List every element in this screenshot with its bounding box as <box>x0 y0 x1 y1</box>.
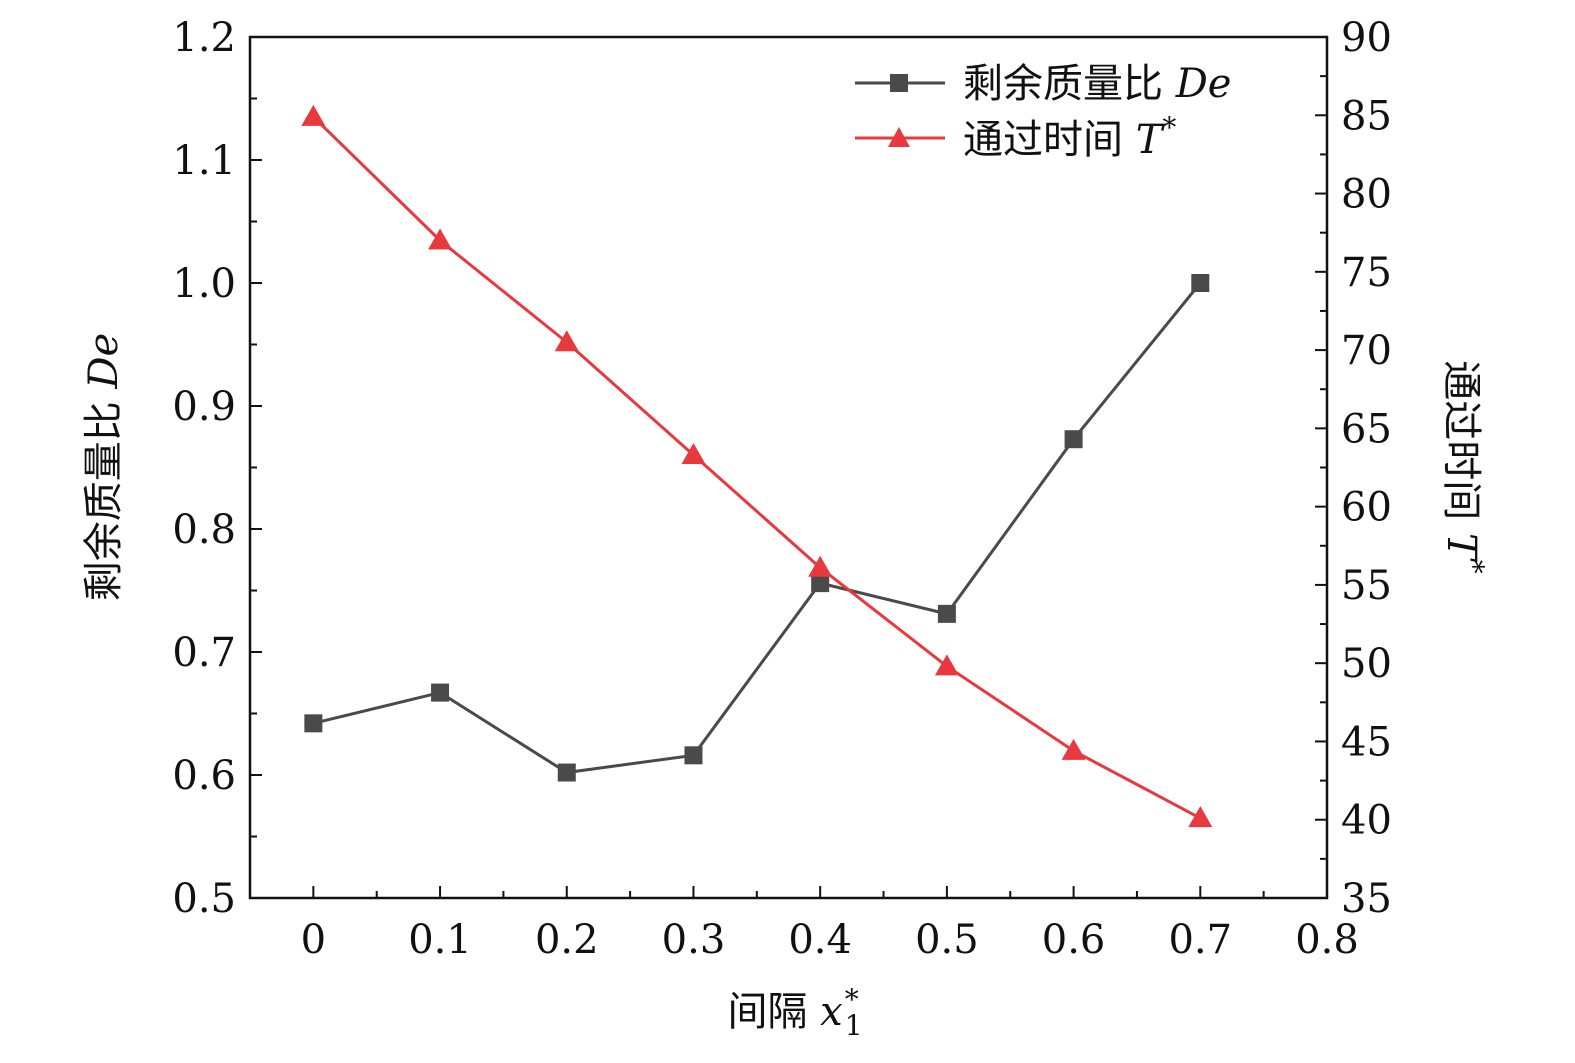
y-right-tick-label: 65 <box>1341 406 1392 452</box>
data-point-de <box>431 683 450 702</box>
series-layer <box>301 104 1213 828</box>
y-right-axis-title-text: 通过时间 <box>1438 360 1484 533</box>
x-tick-label: 0 <box>301 917 326 963</box>
data-point-t <box>681 442 706 464</box>
x-axis-title-sub: 1 <box>845 1009 863 1042</box>
y-right-tick-label: 80 <box>1341 172 1392 218</box>
data-point-t <box>428 228 453 250</box>
y-left-axis-title: 剩余质量比 De <box>81 333 127 601</box>
legend-marker-triangle <box>888 127 910 147</box>
legend-label-t-sup: * <box>1162 111 1176 144</box>
x-tick-label: 0.2 <box>535 917 599 963</box>
y-left-tick-label: 1.1 <box>172 138 236 184</box>
x-tick-label: 0.8 <box>1295 917 1359 963</box>
data-point-de <box>811 574 830 593</box>
y-left-tick-label: 0.8 <box>172 507 236 553</box>
x-axis-title-text: 间隔 <box>727 989 820 1035</box>
x-tick-label: 0.7 <box>1168 917 1232 963</box>
data-point-t <box>808 555 833 577</box>
x-tick-label: 0.1 <box>408 917 472 963</box>
axis-ticks <box>249 36 1328 899</box>
y-right-axis-title-var: T <box>1438 533 1484 563</box>
data-point-t <box>934 654 959 676</box>
y-left-tick-label: 0.9 <box>172 384 236 430</box>
legend: 剩余质量比 De 通过时间 T* <box>855 61 1231 163</box>
y-left-tick-label: 0.6 <box>172 753 236 799</box>
data-point-de <box>937 604 956 623</box>
data-point-de <box>557 763 576 782</box>
y-right-axis-title: 通过时间 T* <box>1438 360 1490 573</box>
y-right-tick-label: 50 <box>1341 641 1392 687</box>
y-right-tick-label: 45 <box>1341 719 1392 765</box>
y-right-tick-label: 40 <box>1341 798 1392 844</box>
legend-label-t-var: T <box>1136 117 1166 163</box>
legend-label-t-text: 通过时间 <box>963 117 1136 163</box>
legend-marker-square <box>890 74 908 92</box>
series-line-de <box>312 282 1202 775</box>
x-tick-label: 0.4 <box>788 917 852 963</box>
x-tick-label: 0.6 <box>1042 917 1106 963</box>
series-line-t <box>312 115 1201 820</box>
plot-frame <box>248 35 1329 900</box>
data-point-de <box>684 746 703 765</box>
y-right-tick-label: 90 <box>1341 15 1392 61</box>
data-point-t <box>1061 738 1086 760</box>
y-left-axis-title-var: De <box>81 333 127 390</box>
x-tick-label: 0.3 <box>662 917 726 963</box>
y-left-tick-label: 1.0 <box>172 261 236 307</box>
tick-labels: 0 0.1 0.2 0.3 0.4 0.5 0.6 0.7 0.8 0.5 0.6 0.7 0.8 0.9… <box>172 15 1392 963</box>
data-point-de <box>1191 274 1210 292</box>
data-point-t <box>301 104 326 126</box>
legend-label-de: 剩余质量比 De <box>963 61 1231 107</box>
data-point-t <box>1188 806 1213 828</box>
x-axis-title-sup: * <box>845 983 859 1016</box>
legend-label-de-var: De <box>1175 61 1232 107</box>
y-right-tick-label: 55 <box>1341 563 1392 609</box>
x-axis-title: 间隔 x* 1 <box>727 983 862 1042</box>
y-right-tick-label: 75 <box>1341 250 1392 296</box>
legend-label-de-text: 剩余质量比 <box>963 61 1176 107</box>
data-point-de <box>1064 430 1083 449</box>
y-right-axis-title-sup: * <box>1457 560 1490 574</box>
x-tick-label: 0.5 <box>915 917 979 963</box>
y-right-tick-label: 70 <box>1341 328 1392 374</box>
data-point-t <box>554 330 579 352</box>
y-left-tick-label: 1.2 <box>172 15 236 61</box>
x-axis-title-var: x <box>820 989 843 1035</box>
y-right-tick-label: 60 <box>1341 485 1392 531</box>
y-left-tick-label: 0.5 <box>172 876 236 922</box>
y-left-axis-title-text: 剩余质量比 <box>81 389 127 602</box>
y-right-tick-label: 35 <box>1341 876 1392 922</box>
legend-label-t: 通过时间 T* <box>963 111 1176 163</box>
data-point-de <box>304 714 323 733</box>
y-right-tick-label: 85 <box>1341 93 1392 139</box>
y-left-tick-label: 0.7 <box>172 630 236 676</box>
